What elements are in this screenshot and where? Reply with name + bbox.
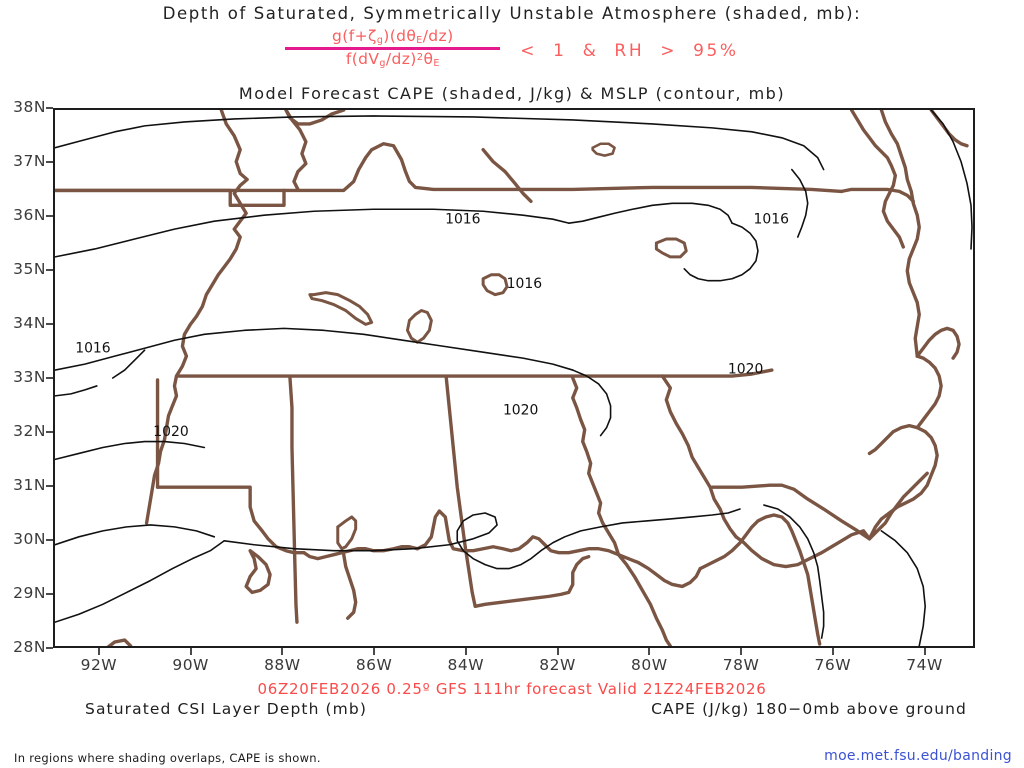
denominator-part-a: f(dV <box>345 49 380 68</box>
y-axis-label: 32N <box>13 422 46 440</box>
zeta-subscript: g <box>376 35 384 46</box>
theta-subscript: E <box>416 35 423 46</box>
x-axis-tick <box>464 648 467 655</box>
numerator-part-c: /dz) <box>422 27 454 45</box>
x-axis-tick <box>740 648 743 655</box>
caption-left: Saturated CSI Layer Depth (mb) <box>85 700 367 718</box>
contour-value-label: 1016 <box>445 212 480 228</box>
x-axis-label: 74W <box>906 656 943 674</box>
y-axis-label: 38N <box>13 98 46 116</box>
mslp-contours-layer <box>55 110 973 646</box>
map-plot-area: 1016 1016 1016 1016 1020 1020 1020 <box>53 108 975 648</box>
y-axis-label: 33N <box>13 368 46 386</box>
footer-note: In regions where shading overlaps, CAPE … <box>14 751 321 765</box>
y-axis-tick <box>46 539 53 541</box>
contour-labels-layer: 1016 1016 1016 1016 1020 1020 1020 <box>75 212 789 440</box>
contour-value-label: 1020 <box>503 402 538 418</box>
x-axis-tick <box>556 648 559 655</box>
denominator-exponent: 2 <box>416 51 424 63</box>
contour-value-label: 1016 <box>75 340 110 356</box>
state-borders-layer <box>55 110 969 646</box>
y-axis-tick <box>46 269 53 271</box>
x-axis-tick <box>831 648 834 655</box>
fraction-bar <box>285 46 501 50</box>
x-axis-label: 76W <box>814 656 852 674</box>
denominator-part-b: /dz) <box>385 49 417 68</box>
y-axis-tick <box>46 431 53 433</box>
csi-formula: g(f+ζg)(dθE/dz) f(dVg/dz)2θE < 1 & RH > … <box>0 27 1024 69</box>
v-subscript: g <box>379 57 386 69</box>
x-axis-tick <box>281 648 284 655</box>
x-axis-label: 82W <box>539 656 576 674</box>
y-axis-tick <box>46 593 53 595</box>
y-axis-label: 29N <box>13 584 46 602</box>
x-axis-label: 90W <box>172 656 209 674</box>
x-axis-tick <box>97 648 100 655</box>
formula-numerator: g(f+ζg)(dθE/dz) <box>328 27 458 47</box>
caption-right: CAPE (J/kg) 180−0mb above ground <box>651 700 967 718</box>
x-axis-tick <box>648 648 651 655</box>
map-svg: 1016 1016 1016 1016 1020 1020 1020 <box>55 110 973 646</box>
contour-value-label: 1020 <box>153 424 188 440</box>
x-axis-label: 92W <box>80 656 118 674</box>
x-axis-label: 84W <box>447 656 485 674</box>
x-axis-label: 78W <box>722 656 760 674</box>
y-axis-tick <box>46 161 53 163</box>
x-axis-tick <box>923 648 926 655</box>
y-axis-label: 28N <box>13 638 46 656</box>
contour-value-label: 1016 <box>754 212 789 228</box>
formula-condition: < 1 & RH > 95% <box>520 41 739 62</box>
numerator-part-a: g(f+ <box>332 27 368 45</box>
y-axis-tick <box>46 377 53 379</box>
page-title: Depth of Saturated, Symmetrically Unstab… <box>162 4 862 23</box>
x-axis-label: 80W <box>631 656 668 674</box>
source-url-link[interactable]: moe.met.fsu.edu/banding <box>824 748 1012 764</box>
y-axis-tick <box>46 485 53 487</box>
y-axis-tick <box>46 323 53 325</box>
panel-captions: Saturated CSI Layer Depth (mb) CAPE (J/k… <box>53 700 975 718</box>
zeta-symbol: ζ <box>367 27 377 45</box>
y-axis-tick <box>46 647 53 649</box>
formula-denominator: f(dVg/dz)2θE <box>342 50 444 69</box>
y-axis-label: 31N <box>13 476 46 494</box>
denominator-theta: θ <box>423 49 434 68</box>
x-axis-tick <box>373 648 376 655</box>
contour-value-label: 1016 <box>507 276 542 292</box>
y-axis-label: 36N <box>13 206 46 224</box>
denominator-theta-subscript: E <box>433 57 440 69</box>
y-axis-label: 30N <box>13 530 46 548</box>
contour-value-label: 1020 <box>728 362 763 378</box>
y-axis-tick <box>46 107 53 109</box>
x-axis-label: 88W <box>264 656 301 674</box>
y-axis-label: 37N <box>13 152 46 170</box>
x-axis-tick <box>189 648 192 655</box>
numerator-part-b: )(d <box>383 27 407 45</box>
forecast-caption: 06Z20FEB2026 0.25º GFS 111hr forecast Va… <box>257 680 767 698</box>
y-axis-tick <box>46 215 53 217</box>
y-axis-label: 35N <box>13 260 46 278</box>
y-axis-label: 34N <box>13 314 46 332</box>
page-subtitle: Model Forecast CAPE (shaded, J/kg) & MSL… <box>238 84 786 103</box>
formula-fraction: g(f+ζg)(dθE/dz) f(dVg/dz)2θE <box>285 27 501 69</box>
theta-symbol: θ <box>406 27 417 45</box>
x-axis-label: 86W <box>355 656 393 674</box>
